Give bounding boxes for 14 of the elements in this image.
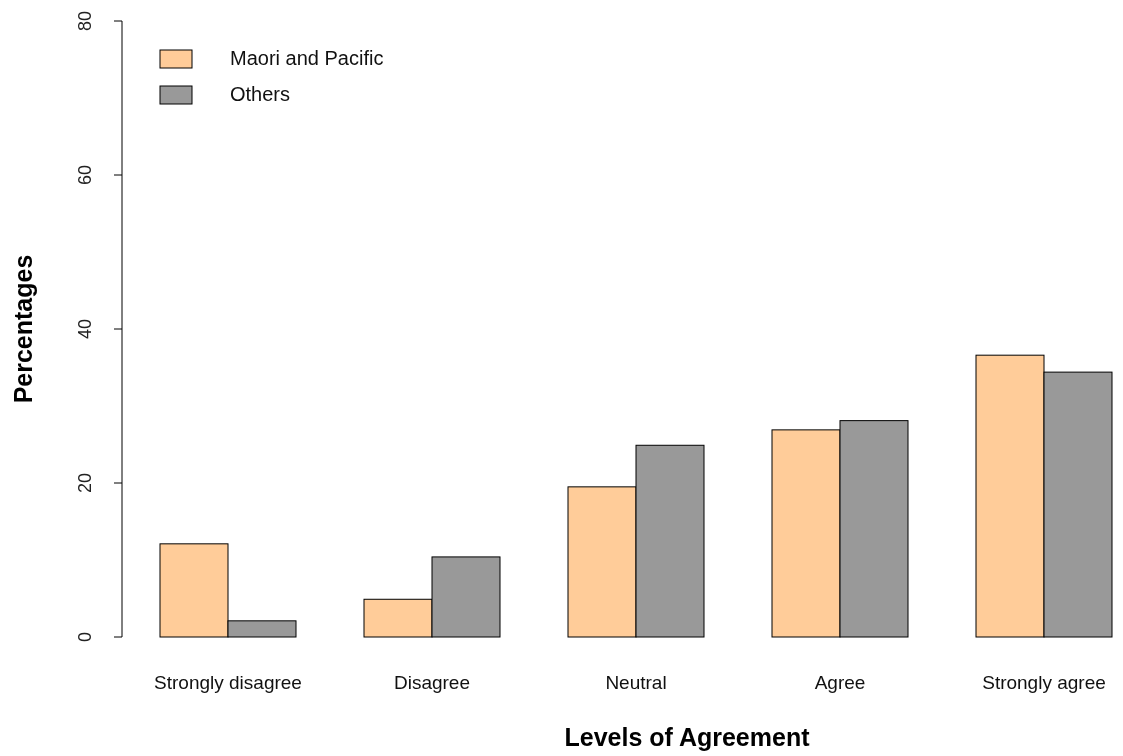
y-tick-label: 60 [74, 164, 95, 186]
y-tick-label: 80 [74, 10, 95, 32]
x-axis-title: Levels of Agreement [564, 723, 811, 751]
x-tick-label: Neutral [605, 672, 667, 693]
legend-label: Maori and Pacific [230, 47, 384, 70]
y-tick-label: 0 [74, 631, 95, 643]
x-tick-label: Strongly agree [982, 672, 1106, 693]
legend-label: Others [230, 83, 291, 106]
y-tick-label: 40 [74, 318, 95, 340]
x-tick-label: Disagree [393, 672, 471, 693]
y-tick-label: 20 [74, 472, 95, 494]
x-tick-label: Strongly disagree [154, 672, 302, 693]
x-tick-label: Agree [814, 672, 866, 693]
y-axis-title: Percentages [9, 254, 37, 404]
